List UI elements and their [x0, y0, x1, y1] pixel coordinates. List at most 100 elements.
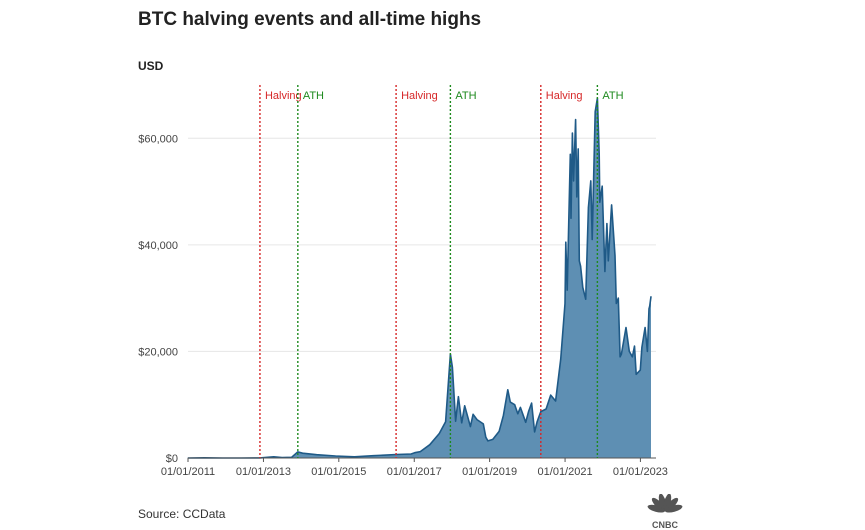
price-point — [594, 111, 596, 113]
price-point — [509, 401, 511, 403]
price-point — [646, 350, 648, 352]
price-point — [502, 414, 504, 416]
price-point — [517, 413, 519, 415]
price-point — [514, 404, 516, 406]
price-point — [570, 217, 572, 219]
price-point — [528, 410, 530, 412]
price-point — [607, 260, 609, 262]
price-point — [476, 419, 478, 421]
price-point — [487, 440, 489, 442]
price-point — [273, 456, 275, 458]
price-point — [335, 455, 337, 457]
ath-event-label: ATH — [602, 90, 623, 102]
price-point — [625, 327, 627, 328]
x-tick-label: 01/01/2019 — [462, 466, 517, 478]
x-tick-label: 01/01/2013 — [236, 466, 291, 478]
price-point — [564, 303, 566, 304]
price-point — [619, 356, 621, 358]
price-point — [498, 430, 500, 432]
price-point — [519, 406, 521, 408]
price-point — [472, 413, 474, 415]
axes: $0 $20,000 $40,000 $60,000 01/01/2011 01/01/2… — [138, 133, 668, 478]
price-point — [582, 287, 584, 288]
price-point — [598, 153, 600, 155]
price-point — [635, 373, 637, 375]
price-point — [628, 350, 630, 352]
price-point — [457, 396, 459, 398]
price-point — [611, 204, 613, 206]
ath-event-label: ATH — [303, 90, 324, 102]
halving-event-label: Halving — [265, 90, 302, 102]
price-point — [492, 438, 494, 440]
price-point — [650, 296, 652, 297]
x-tick-label: 01/01/2023 — [613, 466, 668, 478]
price-point — [634, 345, 635, 347]
halving-event-label: Halving — [546, 90, 583, 102]
price-point — [565, 241, 567, 243]
price-point — [455, 420, 457, 422]
price-point — [429, 444, 431, 446]
price-point — [451, 366, 453, 368]
price-point — [372, 455, 374, 457]
price-point — [615, 303, 617, 304]
price-point — [601, 185, 603, 187]
price-point — [419, 451, 421, 453]
price-point — [302, 452, 304, 454]
price-point — [599, 201, 601, 203]
price-point — [550, 394, 552, 396]
price-point — [445, 421, 447, 423]
x-tick-label: 01/01/2021 — [538, 466, 593, 478]
price-point — [353, 456, 355, 458]
price-point — [569, 153, 571, 155]
price-point — [644, 327, 646, 328]
price-point — [573, 180, 575, 182]
price-point — [507, 389, 509, 391]
price-point — [414, 452, 416, 454]
price-point — [531, 402, 533, 404]
price-point — [576, 196, 578, 198]
price-point — [648, 308, 650, 310]
price-area-fill — [188, 98, 651, 459]
price-point — [649, 305, 651, 307]
price-point — [461, 422, 463, 424]
price-point — [438, 433, 440, 434]
price-point — [297, 451, 299, 453]
price-point — [485, 436, 487, 438]
ath-event-label: ATH — [455, 90, 476, 102]
price-point — [560, 358, 562, 360]
price-point — [577, 148, 579, 150]
y-tick-label: $60,000 — [138, 133, 178, 145]
x-tick-label: 01/01/2015 — [311, 466, 366, 478]
price-point — [575, 119, 577, 121]
price-point — [482, 423, 484, 425]
price-point — [525, 421, 527, 423]
price-point — [410, 453, 412, 455]
price-point — [578, 260, 580, 262]
price-point — [566, 289, 568, 291]
price-point — [641, 346, 643, 348]
price-point — [639, 369, 641, 371]
price-point — [555, 400, 557, 402]
price-point — [585, 298, 587, 300]
y-tick-label: $40,000 — [138, 240, 178, 252]
event-markers: Halving ATH Halving ATH Halving ATH — [259, 85, 624, 458]
price-point — [587, 207, 589, 209]
halving-event-label: Halving — [401, 90, 438, 102]
price-point — [631, 356, 633, 358]
price-point — [540, 411, 542, 413]
x-tick-label: 01/01/2011 — [161, 466, 215, 478]
y-tick-label: $0 — [166, 453, 178, 465]
price-point — [545, 408, 547, 410]
price-point — [316, 454, 318, 456]
price-point — [614, 255, 616, 256]
price-point — [469, 426, 471, 428]
price-line — [187, 97, 652, 459]
price-point — [604, 271, 606, 272]
price-point — [534, 431, 536, 433]
y-tick-label: $20,000 — [138, 346, 178, 358]
price-point — [617, 297, 619, 299]
price-point — [620, 353, 622, 355]
price-point — [536, 421, 538, 423]
chart-title: BTC halving events and all-time highs — [138, 9, 482, 30]
